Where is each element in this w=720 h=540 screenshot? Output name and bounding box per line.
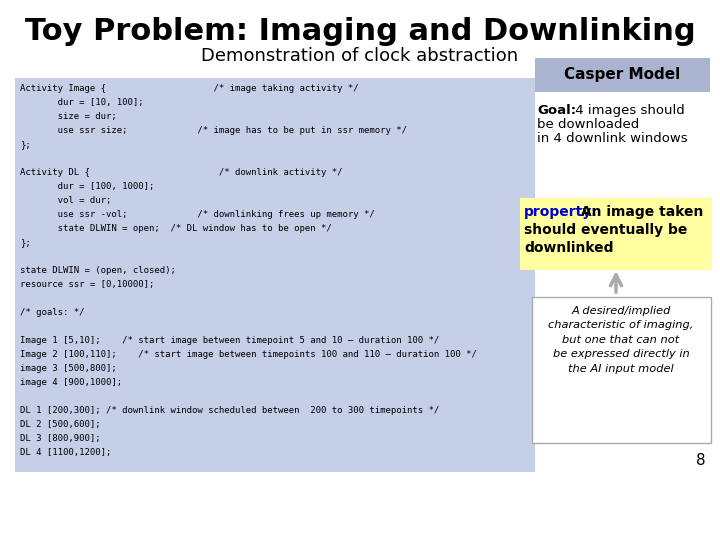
Text: image 4 [900,1000];: image 4 [900,1000]; bbox=[20, 378, 122, 387]
Text: Activity Image {                    /* image taking activity */: Activity Image { /* image taking activit… bbox=[20, 84, 359, 93]
Text: DL 2 [500,600];: DL 2 [500,600]; bbox=[20, 420, 101, 429]
Text: };: }; bbox=[20, 140, 31, 149]
Text: be downloaded: be downloaded bbox=[537, 118, 639, 131]
Text: 8: 8 bbox=[696, 453, 706, 468]
Text: 4 images should: 4 images should bbox=[571, 104, 685, 117]
Text: size = dur;: size = dur; bbox=[20, 112, 117, 121]
Text: DL 1 [200,300]; /* downlink window scheduled between  200 to 300 timepoints */: DL 1 [200,300]; /* downlink window sched… bbox=[20, 406, 439, 415]
Text: dur = [100, 1000];: dur = [100, 1000]; bbox=[20, 182, 154, 191]
Text: use ssr size;             /* image has to be put in ssr memory */: use ssr size; /* image has to be put in … bbox=[20, 126, 407, 135]
FancyBboxPatch shape bbox=[532, 297, 711, 443]
Text: DL 4 [1100,1200];: DL 4 [1100,1200]; bbox=[20, 448, 112, 457]
Text: Goal:: Goal: bbox=[537, 104, 576, 117]
Text: Image 1 [5,10];    /* start image between timepoint 5 and 10 – duration 100 */: Image 1 [5,10]; /* start image between t… bbox=[20, 336, 439, 345]
Text: state DLWIN = open;  /* DL window has to be open */: state DLWIN = open; /* DL window has to … bbox=[20, 224, 332, 233]
Text: state DLWIN = (open, closed);: state DLWIN = (open, closed); bbox=[20, 266, 176, 275]
Text: DL 3 [800,900];: DL 3 [800,900]; bbox=[20, 434, 101, 443]
FancyBboxPatch shape bbox=[15, 78, 535, 472]
Text: Image 2 [100,110];    /* start image between timepoints 100 and 110 – duration 1: Image 2 [100,110]; /* start image betwee… bbox=[20, 350, 477, 359]
Text: /* goals: */: /* goals: */ bbox=[20, 308, 84, 317]
Text: };: }; bbox=[20, 238, 31, 247]
Text: image 3 [500,800];: image 3 [500,800]; bbox=[20, 364, 117, 373]
Text: An image taken: An image taken bbox=[576, 205, 703, 219]
FancyBboxPatch shape bbox=[535, 58, 710, 92]
FancyBboxPatch shape bbox=[520, 198, 712, 270]
Text: use ssr -vol;             /* downlinking frees up memory */: use ssr -vol; /* downlinking frees up me… bbox=[20, 210, 374, 219]
Text: Casper Model: Casper Model bbox=[564, 68, 680, 83]
Text: should eventually be: should eventually be bbox=[524, 223, 688, 237]
Text: downlinked: downlinked bbox=[524, 241, 613, 255]
Text: Toy Problem: Imaging and Downlinking: Toy Problem: Imaging and Downlinking bbox=[24, 17, 696, 46]
Text: Demonstration of clock abstraction: Demonstration of clock abstraction bbox=[202, 47, 518, 65]
Text: in 4 downlink windows: in 4 downlink windows bbox=[537, 132, 688, 145]
Text: A desired/implied
characteristic of imaging,
but one that can not
be expressed d: A desired/implied characteristic of imag… bbox=[549, 306, 693, 374]
Text: vol = dur;: vol = dur; bbox=[20, 196, 112, 205]
Text: resource ssr = [0,10000];: resource ssr = [0,10000]; bbox=[20, 280, 154, 289]
Text: property:: property: bbox=[524, 205, 598, 219]
Text: dur = [10, 100];: dur = [10, 100]; bbox=[20, 98, 143, 107]
Text: Activity DL {                        /* downlink activity */: Activity DL { /* downlink activity */ bbox=[20, 168, 343, 177]
